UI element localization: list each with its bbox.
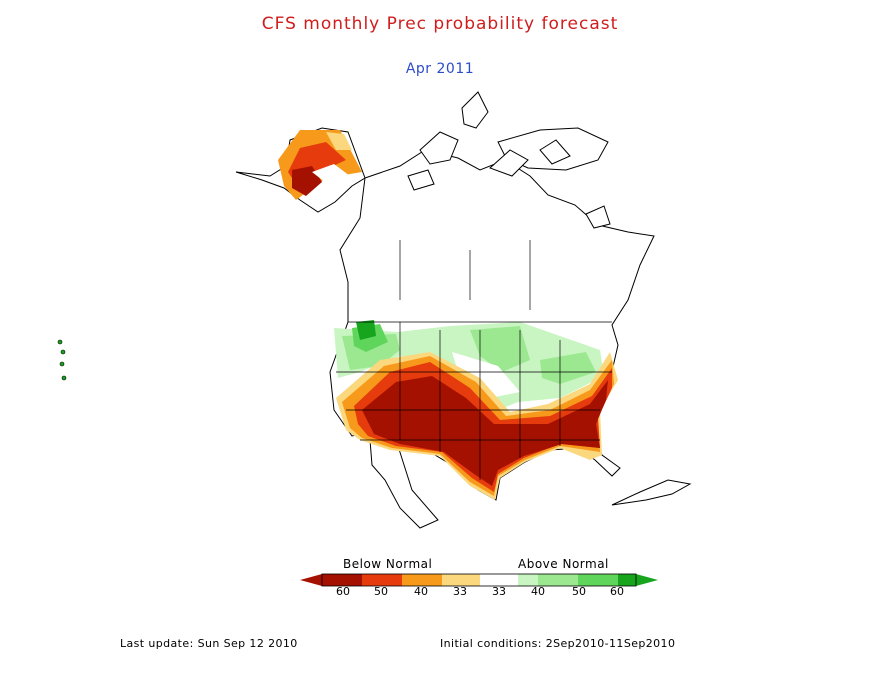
legend-above-label: Above Normal: [518, 557, 609, 571]
state-boundaries: [336, 240, 612, 480]
legend-swatch-neutral: [480, 574, 518, 586]
map-title: CFS monthly Prec probability forecast: [261, 14, 619, 34]
legend-swatch-below-40: [402, 574, 442, 586]
initial-conditions-text: Initial conditions: 2Sep2010-11Sep2010: [440, 637, 676, 650]
legend-tick-5: 33: [492, 585, 506, 598]
hawaii-islands: [57, 339, 67, 381]
alaska-pale: [326, 132, 352, 150]
map-subtitle: Apr 2011: [405, 61, 475, 77]
mexico-outline: [369, 439, 439, 529]
legend-tick-2: 50: [374, 585, 388, 598]
alaska-white-core: [312, 164, 350, 186]
arctic-islands: [407, 91, 611, 229]
alaska-shading: [278, 130, 362, 200]
legend-swatch-above-40: [538, 574, 578, 586]
legend-arrow-left: [300, 574, 322, 586]
below-normal-shading: [336, 352, 618, 500]
above-60-nw: [356, 320, 376, 340]
legend-swatch-above-50: [578, 574, 618, 586]
legend-arrow-right: [636, 574, 658, 586]
above-40-ne: [470, 326, 530, 372]
legend-tick-6: 40: [531, 585, 545, 598]
white-midwest: [452, 352, 520, 398]
legend-swatch-below-60: [322, 574, 362, 586]
legend-tick-4: 33: [453, 585, 467, 598]
last-update-text: Last update: Sun Sep 12 2010: [120, 637, 298, 650]
forecast-map: [57, 91, 692, 529]
legend-swatch-below-50: [362, 574, 402, 586]
legend-swatch-below-33: [442, 574, 480, 586]
cuba-outline: [611, 479, 692, 506]
legend-tick-1: 60: [336, 585, 350, 598]
below-60-core: [362, 376, 608, 486]
above-40-ohio: [540, 352, 596, 384]
legend-swatch-above-60: [618, 574, 636, 586]
legend-tick-3: 40: [414, 585, 428, 598]
legend-tick-8: 60: [610, 585, 624, 598]
legend-below-label: Below Normal: [343, 557, 433, 571]
legend-tick-7: 50: [572, 585, 586, 598]
legend-swatch-above-33: [518, 574, 538, 586]
legend-bar: [300, 573, 658, 587]
